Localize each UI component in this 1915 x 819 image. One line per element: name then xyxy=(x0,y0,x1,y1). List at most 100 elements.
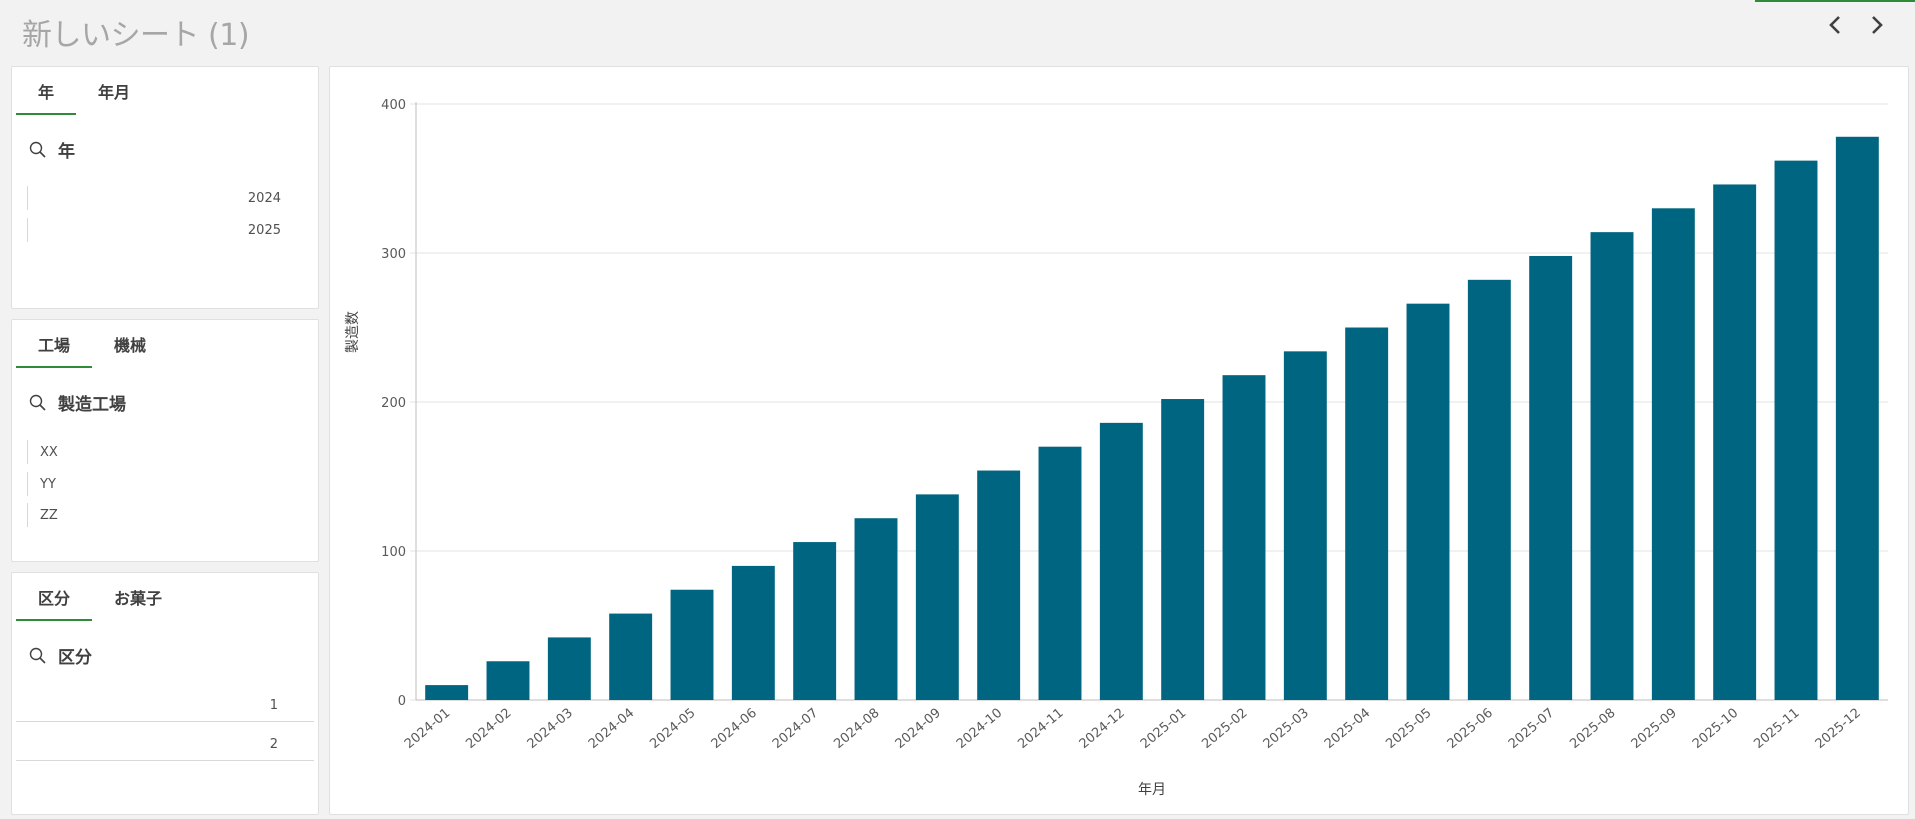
list-item-category-2[interactable]: 2 xyxy=(16,729,314,761)
x-tick-label: 2024-09 xyxy=(893,706,944,752)
x-tick-label: 2025-10 xyxy=(1690,706,1741,752)
x-tick-label: 2025-11 xyxy=(1751,706,1802,752)
x-tick-label: 2025-07 xyxy=(1506,706,1557,752)
list-item-label: 2024 xyxy=(247,190,281,206)
list-item-divider xyxy=(27,503,28,527)
tab-category[interactable]: 区分 xyxy=(16,573,92,621)
x-tick-label: 2025-08 xyxy=(1567,706,1618,752)
x-axis-title: 年月 xyxy=(1138,782,1166,798)
bar-2025-12 xyxy=(1835,136,1879,700)
tab-year-month[interactable]: 年月 xyxy=(97,83,130,102)
x-tick-label: 2024-12 xyxy=(1077,706,1128,752)
list-item-label: ZZ xyxy=(40,507,58,523)
bar-2024-10 xyxy=(977,470,1021,700)
y-tick-label: 300 xyxy=(381,247,406,262)
bar-2024-12 xyxy=(1099,422,1143,700)
x-tick-label: 2024-02 xyxy=(463,706,514,752)
year-panel-tabs: 年 年月 xyxy=(16,67,152,115)
factory-filter-panel: 工場 機械 製造工場 XX YY ZZ xyxy=(11,319,319,562)
list-item-label: 2 xyxy=(269,737,278,752)
tab-sweets[interactable]: お菓子 xyxy=(113,589,162,608)
previous-sheet-button[interactable] xyxy=(1820,12,1850,42)
list-item-label: XX xyxy=(40,444,58,460)
search-icon xyxy=(28,140,48,160)
list-item-factory-xx[interactable]: XX xyxy=(27,440,281,464)
next-sheet-button[interactable] xyxy=(1862,12,1892,42)
x-tick-label: 2024-01 xyxy=(402,706,453,752)
bar-2025-10 xyxy=(1713,184,1757,701)
y-axis-title: 製造数 xyxy=(345,311,361,353)
list-item-factory-zz[interactable]: ZZ xyxy=(27,503,281,527)
bar-2025-08 xyxy=(1590,232,1634,700)
chart-panel: 0 100 200 300 400 2024-01 2024-02 2024-03 2024-0… xyxy=(329,66,1909,815)
bar-2024-04 xyxy=(609,613,653,700)
year-filter-label: 年 xyxy=(58,142,75,162)
factory-filter-header[interactable]: 製造工場 xyxy=(28,390,126,415)
x-tick-label: 2025-06 xyxy=(1445,706,1496,752)
top-accent-line xyxy=(1755,0,1915,2)
x-tick-label: 2025-05 xyxy=(1383,706,1434,752)
bar-2024-07 xyxy=(793,542,837,700)
category-filter-panel: 区分 お菓子 区分 1 2 xyxy=(11,572,319,815)
factory-panel-tabs: 工場 機械 xyxy=(16,320,168,368)
y-tick-label: 100 xyxy=(381,545,406,560)
list-item-year-2024[interactable]: 2024 xyxy=(27,186,281,210)
year-filter-panel: 年 年月 年 2024 2025 xyxy=(11,66,319,309)
year-filter-header[interactable]: 年 xyxy=(28,137,75,162)
sheet-title: 新しいシート (1) xyxy=(22,18,250,53)
x-tick-label: 2025-12 xyxy=(1813,706,1864,752)
search-icon xyxy=(28,393,48,413)
x-tick-label: 2024-10 xyxy=(954,706,1005,752)
tab-machine[interactable]: 機械 xyxy=(113,336,146,355)
x-tick-label: 2024-05 xyxy=(647,706,698,752)
bar-2024-09 xyxy=(915,494,959,700)
bar-2025-01 xyxy=(1161,399,1205,700)
x-tick-label: 2025-01 xyxy=(1138,706,1189,752)
list-item-factory-yy[interactable]: YY xyxy=(27,472,281,496)
bar-2024-01 xyxy=(425,685,469,700)
factory-filter-label: 製造工場 xyxy=(58,395,126,415)
x-tick-label: 2024-04 xyxy=(586,706,637,752)
list-item-year-2025[interactable]: 2025 xyxy=(27,218,281,242)
bar-2024-08 xyxy=(854,518,898,700)
bar-2024-02 xyxy=(486,661,530,700)
category-filter-header[interactable]: 区分 xyxy=(28,643,92,668)
list-item-divider xyxy=(27,218,28,242)
x-tick-label: 2025-02 xyxy=(1199,706,1250,752)
x-tick-label: 2024-08 xyxy=(831,706,882,752)
list-item-divider xyxy=(27,440,28,464)
bar-2024-03 xyxy=(547,637,591,700)
bar-2025-02 xyxy=(1222,375,1266,700)
bar-2025-05 xyxy=(1406,303,1450,700)
x-tick-label: 2024-03 xyxy=(525,706,576,752)
list-item-label: YY xyxy=(40,476,56,492)
x-tick-label: 2024-11 xyxy=(1015,706,1066,752)
list-item-category-1[interactable]: 1 xyxy=(16,690,314,722)
search-icon xyxy=(28,646,48,666)
tab-factory[interactable]: 工場 xyxy=(16,320,92,368)
bar-2025-09 xyxy=(1651,208,1695,701)
bar-2025-04 xyxy=(1345,327,1389,700)
chevron-left-icon xyxy=(1828,15,1842,39)
category-panel-tabs: 区分 お菓子 xyxy=(16,573,184,621)
list-item-label: 2025 xyxy=(247,222,281,238)
y-tick-label: 200 xyxy=(381,396,406,411)
bar-2024-05 xyxy=(670,589,714,700)
bar-2025-03 xyxy=(1283,351,1327,700)
x-tick-label: 2025-04 xyxy=(1322,706,1373,752)
tab-year[interactable]: 年 xyxy=(16,67,76,115)
x-tick-label: 2024-07 xyxy=(770,706,821,752)
y-tick-label: 0 xyxy=(398,694,406,709)
list-item-label: 1 xyxy=(269,698,278,713)
list-item-divider xyxy=(27,472,28,496)
bar-2025-07 xyxy=(1529,255,1573,701)
bar-2024-06 xyxy=(731,565,775,700)
bar-2024-11 xyxy=(1038,446,1082,700)
list-item-divider xyxy=(27,186,28,210)
x-tick-label: 2025-09 xyxy=(1629,706,1680,752)
category-filter-label: 区分 xyxy=(58,648,92,668)
x-tick-label: 2024-06 xyxy=(709,706,760,752)
chevron-right-icon xyxy=(1870,15,1884,39)
y-tick-label: 400 xyxy=(381,98,406,113)
